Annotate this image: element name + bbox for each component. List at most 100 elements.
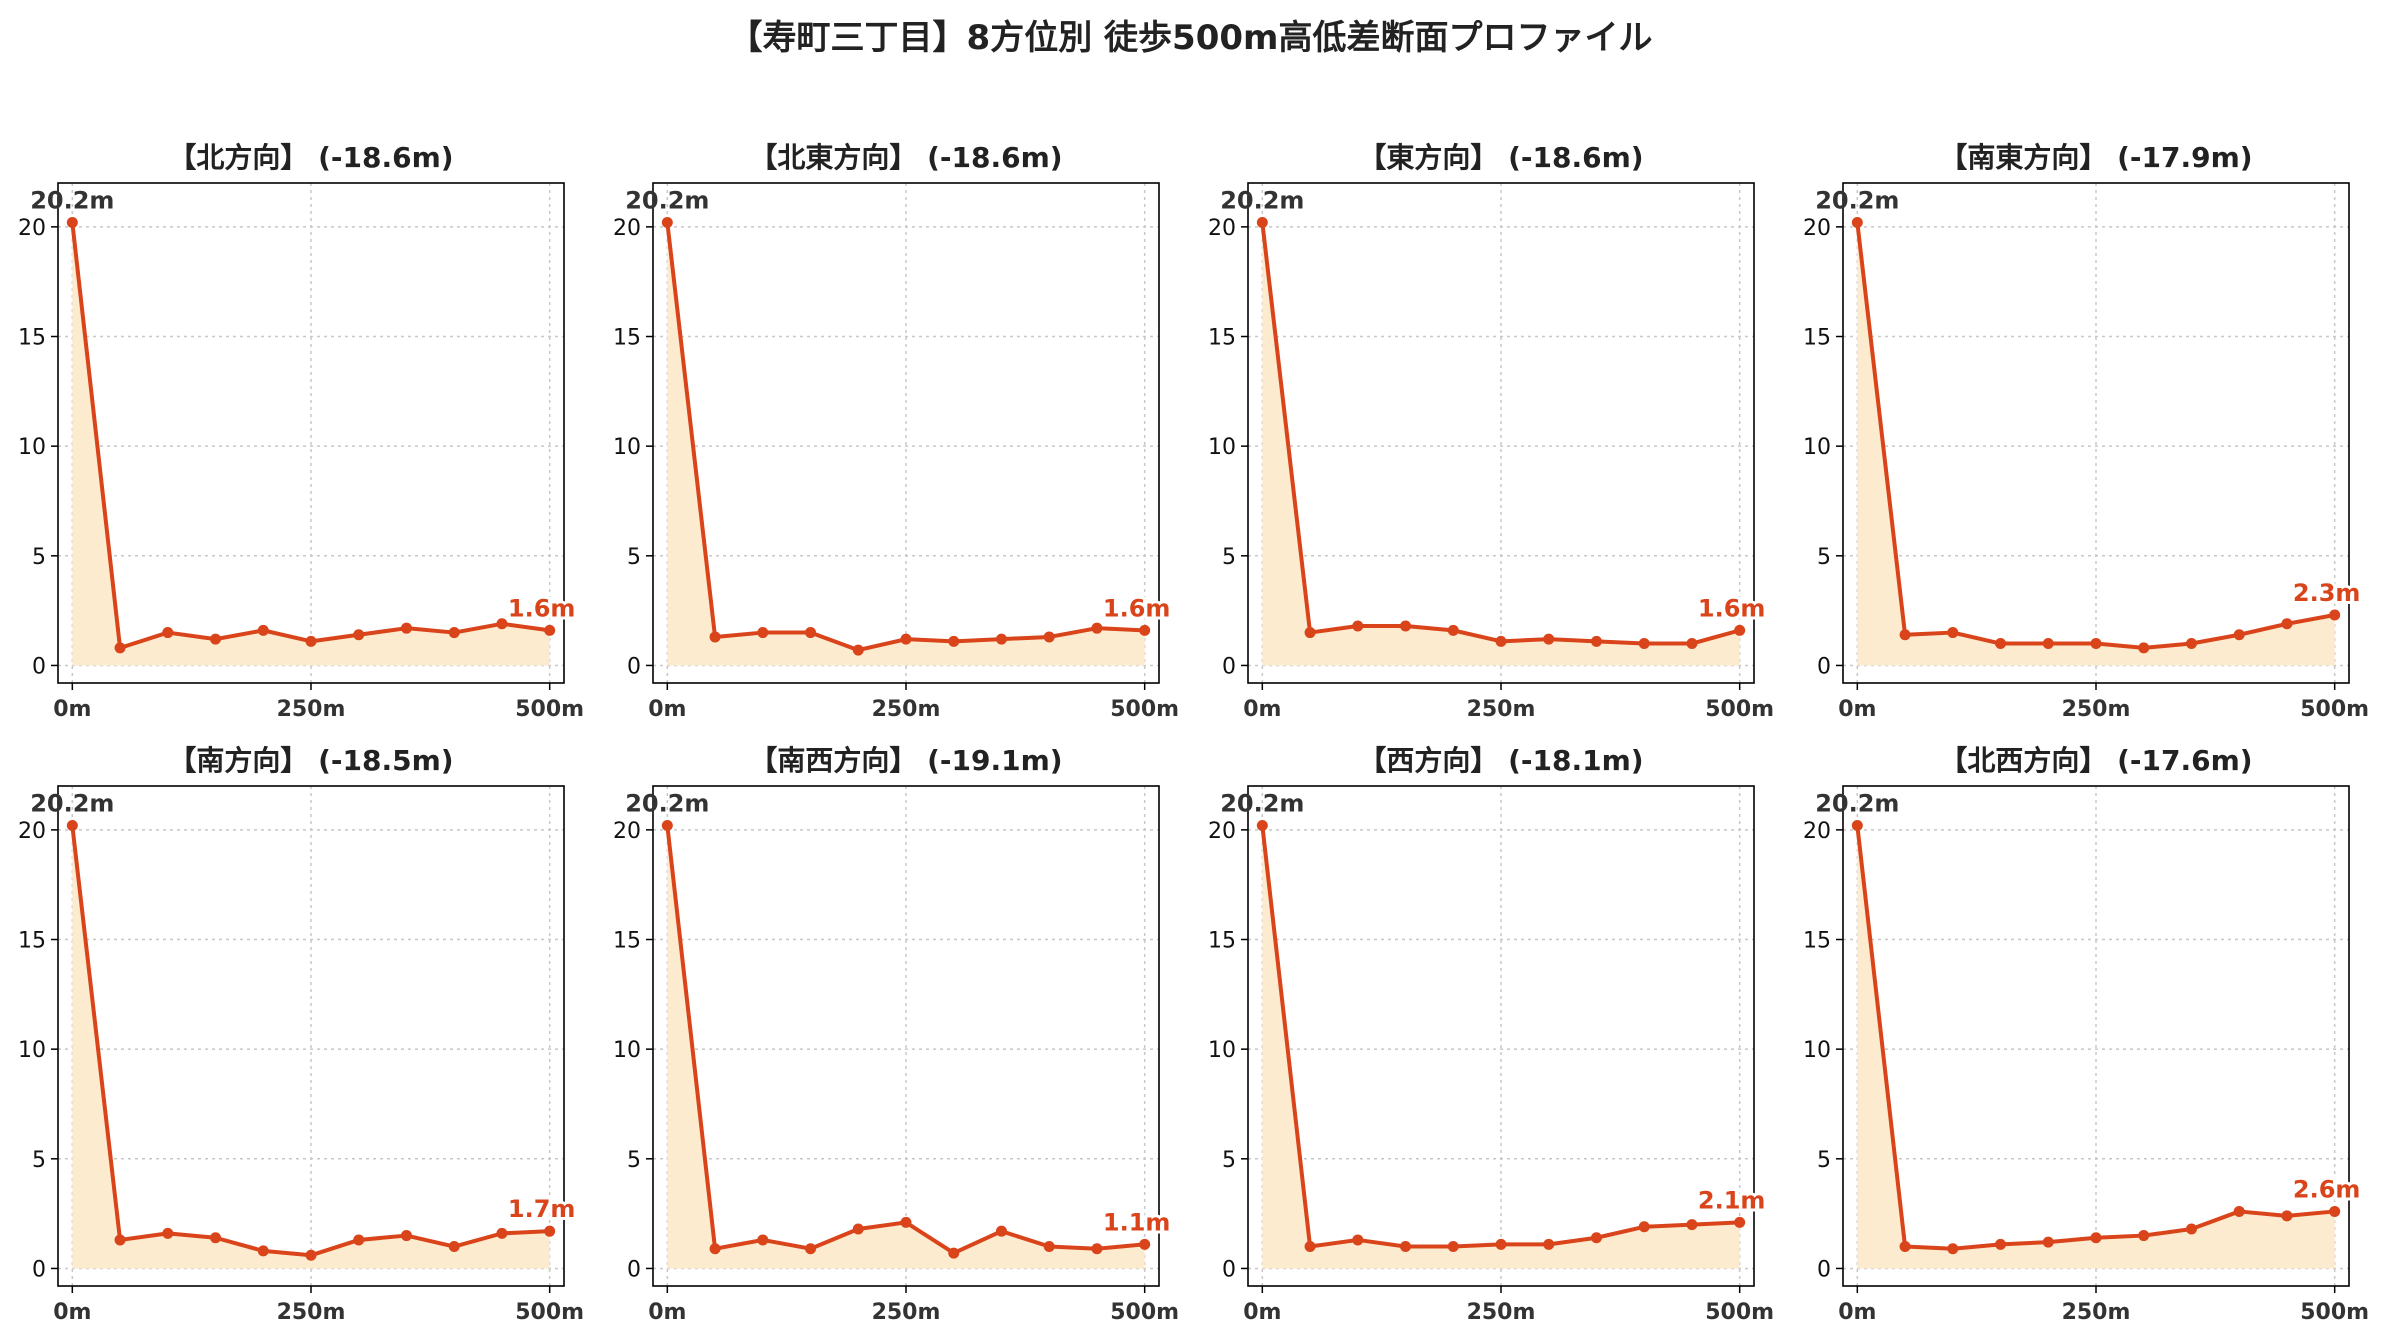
start-value-label: 20.2m [30, 789, 114, 817]
data-point [544, 1225, 556, 1237]
x-tick-label: 250m [277, 1300, 346, 1325]
data-point [2090, 638, 2102, 650]
data-point [1686, 1219, 1698, 1231]
x-tick-label: 0m [53, 697, 91, 722]
y-tick-label: 0 [627, 1257, 641, 1282]
data-point [995, 1225, 1007, 1237]
end-value-label: 1.7m [508, 1195, 576, 1223]
x-tick-label: 500m [2300, 697, 2369, 722]
data-point [2233, 1205, 2245, 1217]
y-tick-label: 5 [1817, 1148, 1831, 1173]
start-value-label: 20.2m [1220, 789, 1304, 817]
data-point [1899, 1241, 1911, 1253]
y-tick-label: 20 [1208, 216, 1236, 241]
y-tick-label: 5 [32, 1148, 46, 1173]
end-value-label: 1.6m [1698, 594, 1766, 622]
start-value-label: 20.2m [1220, 186, 1304, 214]
y-tick-label: 0 [1222, 1257, 1236, 1282]
y-tick-label: 15 [1803, 929, 1831, 954]
data-point [805, 627, 817, 639]
area-fill [1857, 825, 2335, 1269]
y-tick-label: 10 [613, 1038, 641, 1063]
subplot-title: 【南方向】 (-18.5m) [168, 744, 453, 777]
data-point [2042, 638, 2054, 650]
x-tick-label: 250m [1467, 1300, 1536, 1325]
y-tick-label: 10 [1208, 1038, 1236, 1063]
x-tick-label: 0m [1838, 1300, 1876, 1325]
subplot-5: 【南西方向】 (-19.1m) 0 5 10 15 20 0m 250m 500m 20.2m 1.… [613, 744, 1179, 1325]
y-tick-label: 20 [1803, 216, 1831, 241]
data-point [948, 635, 960, 647]
data-point [995, 633, 1007, 645]
y-tick-label: 0 [32, 1257, 46, 1282]
data-point [496, 1227, 508, 1239]
y-tick-label: 5 [627, 1148, 641, 1173]
data-point [353, 1234, 365, 1246]
x-tick-label: 500m [515, 1300, 584, 1325]
data-point [210, 633, 222, 645]
y-tick-label: 15 [18, 326, 46, 351]
data-point [1995, 1238, 2007, 1250]
data-point [1139, 624, 1151, 636]
y-tick-label: 10 [1803, 435, 1831, 460]
data-point [1638, 1221, 1650, 1233]
y-tick-label: 5 [1222, 545, 1236, 570]
data-point [1256, 819, 1268, 831]
data-point [1995, 638, 2007, 650]
data-point [1686, 638, 1698, 650]
x-tick-label: 0m [648, 1300, 686, 1325]
data-point [661, 819, 673, 831]
data-point [1447, 624, 1459, 636]
y-tick-label: 15 [18, 929, 46, 954]
data-point [448, 1241, 460, 1253]
data-point [1495, 1238, 1507, 1250]
data-point [1851, 216, 1863, 228]
x-tick-label: 0m [1243, 697, 1281, 722]
start-value-label: 20.2m [625, 186, 709, 214]
end-value-label: 1.6m [508, 594, 576, 622]
data-point [852, 1223, 864, 1235]
subplot-title: 【北西方向】 (-17.6m) [1939, 744, 2252, 777]
data-point [400, 622, 412, 634]
data-point [852, 644, 864, 656]
data-point [757, 1234, 769, 1246]
subplot-1: 【北東方向】 (-18.6m) 0 5 10 15 20 0m 250m 500m 20.2m 1.… [613, 141, 1179, 722]
data-point [1091, 1243, 1103, 1255]
data-point [757, 627, 769, 639]
x-tick-label: 500m [2300, 1300, 2369, 1325]
start-value-label: 20.2m [625, 789, 709, 817]
x-tick-label: 500m [1705, 697, 1774, 722]
y-tick-label: 0 [1222, 654, 1236, 679]
start-value-label: 20.2m [1815, 789, 1899, 817]
y-tick-label: 0 [1817, 654, 1831, 679]
data-point [1899, 629, 1911, 641]
y-tick-label: 20 [18, 216, 46, 241]
y-tick-label: 0 [1817, 1257, 1831, 1282]
data-point [544, 624, 556, 636]
plot-frame [1247, 785, 1755, 1287]
y-tick-label: 5 [627, 545, 641, 570]
x-tick-label: 250m [872, 697, 941, 722]
plot-frame [57, 785, 565, 1287]
x-tick-label: 0m [648, 697, 686, 722]
start-value-label: 20.2m [30, 186, 114, 214]
data-point [805, 1243, 817, 1255]
data-point [114, 1234, 126, 1246]
data-point [162, 1227, 174, 1239]
data-point [1400, 1241, 1412, 1253]
data-point [66, 819, 78, 831]
end-value-label: 1.1m [1103, 1208, 1171, 1236]
data-point [2185, 1223, 2197, 1235]
y-tick-label: 5 [32, 545, 46, 570]
y-tick-label: 5 [1817, 545, 1831, 570]
data-point [1590, 635, 1602, 647]
data-point [2233, 629, 2245, 641]
x-tick-label: 500m [1110, 1300, 1179, 1325]
subplot-7: 【北西方向】 (-17.6m) 0 5 10 15 20 0m 250m 500m 20.2m 2.… [1803, 744, 2369, 1325]
x-tick-label: 250m [2062, 1300, 2131, 1325]
data-point [2042, 1236, 2054, 1248]
data-point [1400, 620, 1412, 632]
plot-frame [1842, 785, 2350, 1287]
data-point [1304, 1241, 1316, 1253]
